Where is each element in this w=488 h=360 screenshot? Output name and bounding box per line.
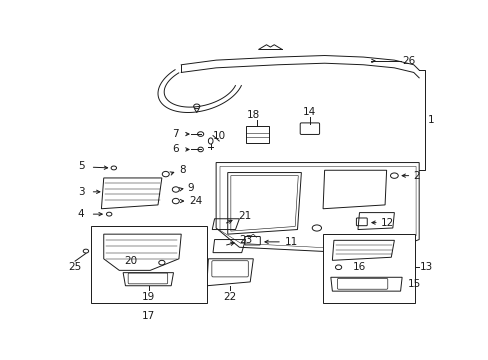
Text: 20: 20 — [124, 256, 138, 266]
Text: 4: 4 — [78, 209, 84, 219]
Text: 22: 22 — [223, 292, 236, 302]
Text: 17: 17 — [142, 311, 155, 321]
Text: 3: 3 — [78, 187, 84, 197]
Bar — [323, 234, 414, 303]
Text: 13: 13 — [419, 262, 432, 272]
Text: 21: 21 — [237, 211, 250, 221]
Text: 16: 16 — [352, 262, 366, 272]
Text: 24: 24 — [189, 196, 202, 206]
Text: 9: 9 — [187, 183, 194, 193]
Text: 26: 26 — [401, 56, 414, 66]
Text: 23: 23 — [239, 235, 252, 244]
Text: 25: 25 — [68, 262, 81, 272]
Text: 18: 18 — [246, 110, 260, 120]
Text: 15: 15 — [407, 279, 420, 289]
Text: 14: 14 — [303, 107, 316, 117]
Text: 2: 2 — [413, 171, 420, 181]
Text: 7: 7 — [172, 129, 179, 139]
Text: 1: 1 — [427, 115, 433, 125]
Text: 8: 8 — [179, 165, 185, 175]
Text: 11: 11 — [284, 237, 297, 247]
Bar — [90, 226, 206, 303]
Text: 19: 19 — [142, 292, 155, 302]
Text: 5: 5 — [78, 161, 84, 171]
Text: 10: 10 — [213, 131, 225, 141]
Text: 12: 12 — [381, 217, 394, 228]
Text: 6: 6 — [172, 144, 179, 154]
